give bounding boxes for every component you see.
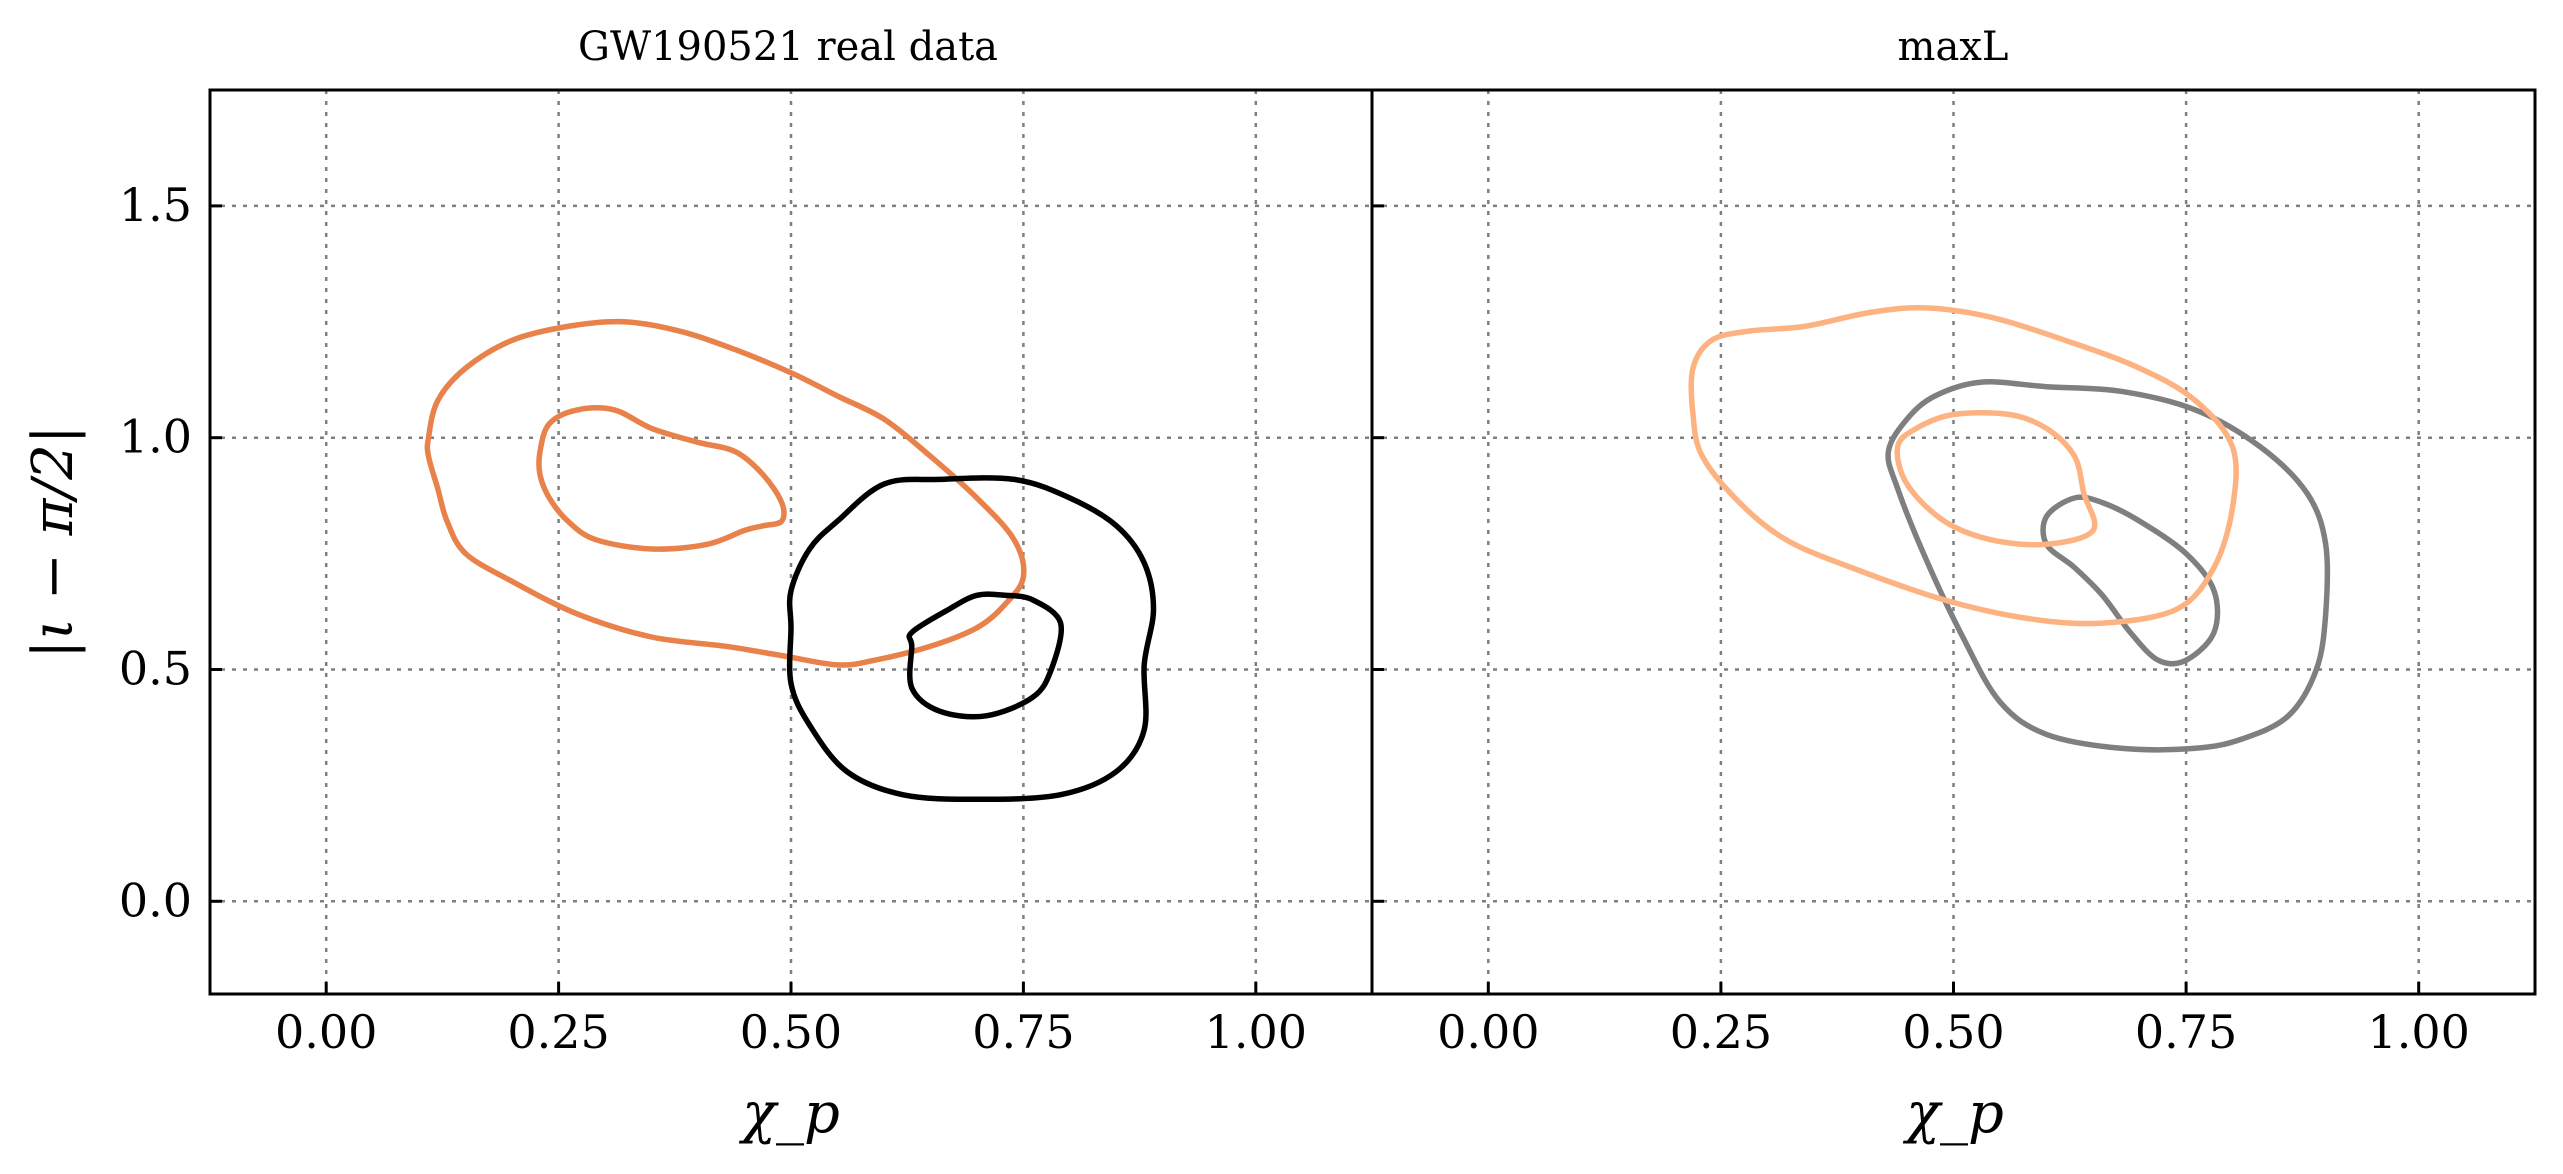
outer-contour	[424, 318, 1027, 668]
x-tick-label: 1.00	[2367, 1005, 2469, 1059]
outer-contour	[1885, 379, 2331, 753]
y-tick-label: 1.5	[119, 178, 192, 232]
x-tick-label: 0.00	[275, 1005, 377, 1059]
panel-title: maxL	[1898, 24, 2009, 70]
outer-contour	[1688, 304, 2239, 627]
inner-contour	[2040, 494, 2221, 667]
x-tick-label: 0.25	[1670, 1005, 1772, 1059]
x-axis-label: χ_p	[738, 1081, 840, 1146]
y-axis-label: |ι − π/2|	[21, 425, 86, 659]
inner-contour	[906, 591, 1065, 720]
y-tick-label: 0.0	[119, 873, 192, 927]
x-tick-label: 1.00	[1205, 1005, 1307, 1059]
x-tick-label: 0.00	[1437, 1005, 1539, 1059]
panel-title: GW190521 real data	[578, 24, 998, 70]
x-axis-label: χ_p	[1902, 1081, 2004, 1146]
x-tick-label: 0.25	[507, 1005, 609, 1059]
inner-contour	[1894, 410, 2098, 548]
x-tick-label: 0.50	[740, 1005, 842, 1059]
x-tick-label: 0.75	[2135, 1005, 2237, 1059]
outer-contour	[786, 475, 1157, 803]
inner-contour	[536, 405, 787, 552]
panel-gw190521-real-data: GW190521 real data 0.00 0.25 0.50 0.75 1.00 0…	[21, 24, 1374, 1146]
x-tick-label: 0.75	[972, 1005, 1074, 1059]
panel-maxl: maxL 0.00 0.25 0.50 0.75 1.00 χ_p	[1370, 24, 2537, 1146]
y-tick-label: 1.0	[119, 410, 192, 464]
y-tick-label: 0.5	[119, 641, 192, 695]
x-tick-label: 0.50	[1902, 1005, 2004, 1059]
